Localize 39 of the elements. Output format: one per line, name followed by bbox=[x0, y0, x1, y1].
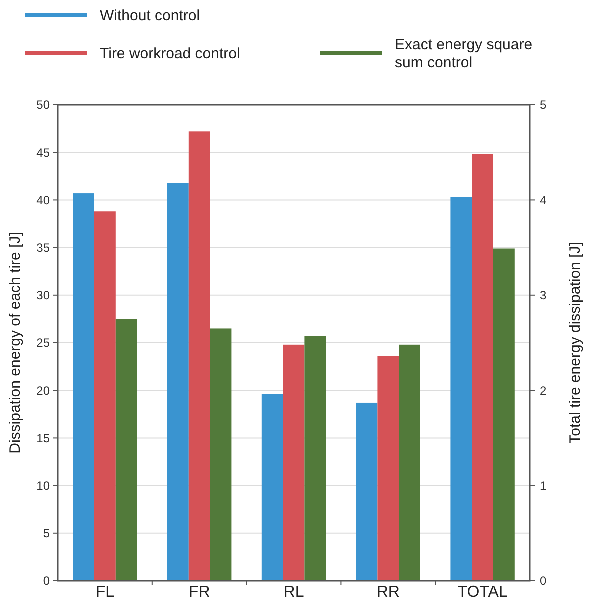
bar bbox=[262, 394, 284, 581]
y2-tick-label: 4 bbox=[540, 193, 547, 208]
bar bbox=[304, 336, 326, 581]
y-tick-label: 50 bbox=[36, 98, 50, 112]
y-tick-label: 40 bbox=[36, 193, 50, 208]
y-tick-label: 5 bbox=[43, 526, 50, 541]
bar bbox=[283, 344, 305, 581]
bar bbox=[399, 344, 420, 581]
x-tick-label: RL bbox=[284, 584, 304, 601]
y2-tick-label: 1 bbox=[540, 479, 547, 493]
y-tick-label: 15 bbox=[36, 431, 50, 446]
bar bbox=[356, 402, 378, 581]
x-tick-label: FR bbox=[188, 584, 210, 601]
bar bbox=[210, 328, 232, 581]
bar bbox=[378, 356, 400, 581]
legend-label: Exact energy square sum control bbox=[395, 36, 533, 72]
y2-tick-label: 2 bbox=[540, 384, 547, 398]
bar bbox=[73, 194, 94, 581]
legend-label: Tire workroad control bbox=[100, 45, 240, 62]
y-tick-label: 0 bbox=[43, 574, 50, 588]
y2-tick-label: 3 bbox=[540, 288, 547, 303]
y-tick-label: 20 bbox=[36, 384, 50, 398]
y-tick-label: 35 bbox=[36, 241, 50, 255]
x-tick-label: TOTAL bbox=[458, 584, 508, 601]
x-tick-label: RR bbox=[376, 584, 400, 601]
y-tick-label: 45 bbox=[36, 146, 50, 160]
y2-tick-label: 0 bbox=[540, 574, 547, 588]
y-tick-label: 30 bbox=[36, 288, 50, 303]
y-axis-title: Dissipation energy of each tire [J] bbox=[7, 232, 24, 454]
legend-label: Without control bbox=[100, 7, 200, 24]
y2-axis-title: Total tire energy dissipation [J] bbox=[567, 242, 584, 444]
y-tick-label: 25 bbox=[36, 336, 50, 350]
bar bbox=[168, 183, 189, 581]
bar bbox=[188, 132, 210, 581]
y2-tick-label: 5 bbox=[540, 98, 547, 112]
bar bbox=[94, 212, 116, 581]
x-tick-label: FL bbox=[96, 584, 115, 601]
y-tick-label: 10 bbox=[36, 479, 50, 493]
bar bbox=[116, 319, 138, 581]
